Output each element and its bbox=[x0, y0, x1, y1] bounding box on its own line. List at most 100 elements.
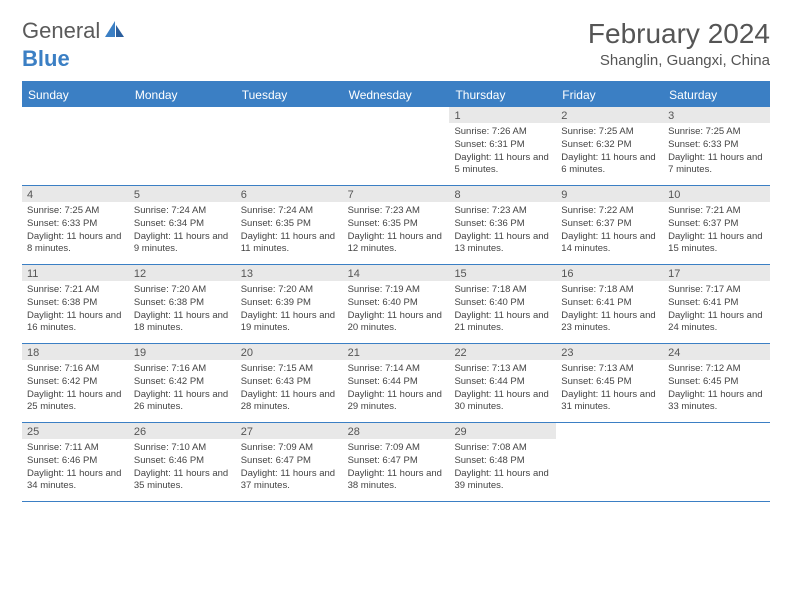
daylight-label: Daylight: 11 hours and 34 minutes. bbox=[27, 468, 124, 494]
weekday-label: Monday bbox=[129, 83, 236, 107]
sunset-label: Sunset: 6:46 PM bbox=[27, 455, 124, 468]
sunset-label: Sunset: 6:41 PM bbox=[561, 297, 658, 310]
day-cell: 11Sunrise: 7:21 AMSunset: 6:38 PMDayligh… bbox=[22, 265, 129, 343]
daylight-label: Daylight: 11 hours and 16 minutes. bbox=[27, 310, 124, 336]
day-info: Sunrise: 7:15 AMSunset: 6:43 PMDaylight:… bbox=[241, 363, 338, 414]
day-number: 24 bbox=[663, 344, 770, 360]
weekday-header: Sunday Monday Tuesday Wednesday Thursday… bbox=[22, 83, 770, 107]
daylight-label: Daylight: 11 hours and 33 minutes. bbox=[668, 389, 765, 415]
daylight-label: Daylight: 11 hours and 12 minutes. bbox=[348, 231, 445, 257]
day-info: Sunrise: 7:12 AMSunset: 6:45 PMDaylight:… bbox=[668, 363, 765, 414]
day-number: 21 bbox=[343, 344, 450, 360]
sunrise-label: Sunrise: 7:15 AM bbox=[241, 363, 338, 376]
day-number: 9 bbox=[556, 186, 663, 202]
sunrise-label: Sunrise: 7:25 AM bbox=[27, 205, 124, 218]
day-number: 18 bbox=[22, 344, 129, 360]
day-number bbox=[22, 107, 129, 123]
day-cell: 26Sunrise: 7:10 AMSunset: 6:46 PMDayligh… bbox=[129, 423, 236, 501]
sunrise-label: Sunrise: 7:16 AM bbox=[27, 363, 124, 376]
sunset-label: Sunset: 6:37 PM bbox=[561, 218, 658, 231]
weekday-label: Wednesday bbox=[343, 83, 450, 107]
sunrise-label: Sunrise: 7:20 AM bbox=[241, 284, 338, 297]
day-number: 1 bbox=[449, 107, 556, 123]
sunrise-label: Sunrise: 7:19 AM bbox=[348, 284, 445, 297]
day-cell: 24 Sunrise: 7:12 AMSunset: 6:45 PMDayligh… bbox=[663, 344, 770, 422]
day-cell: 15Sunrise: 7:18 AMSunset: 6:40 PMDayligh… bbox=[449, 265, 556, 343]
day-cell: 10Sunrise: 7:21 AMSunset: 6:37 PMDayligh… bbox=[663, 186, 770, 264]
daylight-label: Daylight: 11 hours and 9 minutes. bbox=[134, 231, 231, 257]
daylight-label: Daylight: 11 hours and 24 minutes. bbox=[668, 310, 765, 336]
day-info: Sunrise: 7:24 AMSunset: 6:35 PMDaylight:… bbox=[241, 205, 338, 256]
sunset-label: Sunset: 6:45 PM bbox=[668, 376, 765, 389]
week-row: 1Sunrise: 7:26 AMSunset: 6:31 PMDaylight… bbox=[22, 107, 770, 186]
sunrise-label: Sunrise: 7:08 AM bbox=[454, 442, 551, 455]
header: General February 2024 Shanglin, Guangxi,… bbox=[22, 18, 770, 69]
sunrise-label: Sunrise: 7:23 AM bbox=[348, 205, 445, 218]
day-cell bbox=[129, 107, 236, 185]
day-cell: 4 Sunrise: 7:25 AMSunset: 6:33 PMDaylight… bbox=[22, 186, 129, 264]
sunrise-label: Sunrise: 7:13 AM bbox=[454, 363, 551, 376]
sunrise-label: Sunrise: 7:22 AM bbox=[561, 205, 658, 218]
day-cell: 12Sunrise: 7:20 AMSunset: 6:38 PMDayligh… bbox=[129, 265, 236, 343]
day-info: Sunrise: 7:13 AMSunset: 6:44 PMDaylight:… bbox=[454, 363, 551, 414]
sunrise-label: Sunrise: 7:16 AM bbox=[134, 363, 231, 376]
day-info: Sunrise: 7:25 AMSunset: 6:33 PMDaylight:… bbox=[27, 205, 124, 256]
day-number: 10 bbox=[663, 186, 770, 202]
sunset-label: Sunset: 6:34 PM bbox=[134, 218, 231, 231]
weekday-label: Thursday bbox=[449, 83, 556, 107]
daylight-label: Daylight: 11 hours and 15 minutes. bbox=[668, 231, 765, 257]
day-cell bbox=[22, 107, 129, 185]
daylight-label: Daylight: 11 hours and 25 minutes. bbox=[27, 389, 124, 415]
day-number bbox=[343, 107, 450, 123]
day-number: 15 bbox=[449, 265, 556, 281]
brand-logo: General bbox=[22, 18, 128, 44]
sunrise-label: Sunrise: 7:20 AM bbox=[134, 284, 231, 297]
day-cell bbox=[343, 107, 450, 185]
sunset-label: Sunset: 6:48 PM bbox=[454, 455, 551, 468]
day-info: Sunrise: 7:22 AMSunset: 6:37 PMDaylight:… bbox=[561, 205, 658, 256]
brand-part2: Blue bbox=[22, 46, 70, 71]
sunrise-label: Sunrise: 7:12 AM bbox=[668, 363, 765, 376]
day-cell: 14Sunrise: 7:19 AMSunset: 6:40 PMDayligh… bbox=[343, 265, 450, 343]
sunset-label: Sunset: 6:33 PM bbox=[668, 139, 765, 152]
daylight-label: Daylight: 11 hours and 14 minutes. bbox=[561, 231, 658, 257]
day-cell: 27Sunrise: 7:09 AMSunset: 6:47 PMDayligh… bbox=[236, 423, 343, 501]
sunrise-label: Sunrise: 7:26 AM bbox=[454, 126, 551, 139]
sail-icon bbox=[104, 19, 126, 39]
sunrise-label: Sunrise: 7:18 AM bbox=[561, 284, 658, 297]
day-number: 29 bbox=[449, 423, 556, 439]
sunrise-label: Sunrise: 7:13 AM bbox=[561, 363, 658, 376]
weekday-label: Friday bbox=[556, 83, 663, 107]
day-info: Sunrise: 7:09 AMSunset: 6:47 PMDaylight:… bbox=[241, 442, 338, 493]
day-info: Sunrise: 7:11 AMSunset: 6:46 PMDaylight:… bbox=[27, 442, 124, 493]
sunset-label: Sunset: 6:44 PM bbox=[348, 376, 445, 389]
month-title: February 2024 bbox=[588, 18, 770, 50]
day-cell: 21Sunrise: 7:14 AMSunset: 6:44 PMDayligh… bbox=[343, 344, 450, 422]
day-number: 20 bbox=[236, 344, 343, 360]
daylight-label: Daylight: 11 hours and 8 minutes. bbox=[27, 231, 124, 257]
daylight-label: Daylight: 11 hours and 18 minutes. bbox=[134, 310, 231, 336]
day-cell: 23Sunrise: 7:13 AMSunset: 6:45 PMDayligh… bbox=[556, 344, 663, 422]
day-number: 4 bbox=[22, 186, 129, 202]
sunrise-label: Sunrise: 7:09 AM bbox=[348, 442, 445, 455]
day-info: Sunrise: 7:13 AMSunset: 6:45 PMDaylight:… bbox=[561, 363, 658, 414]
sunrise-label: Sunrise: 7:17 AM bbox=[668, 284, 765, 297]
day-cell: 7Sunrise: 7:23 AMSunset: 6:35 PMDaylight… bbox=[343, 186, 450, 264]
sunset-label: Sunset: 6:47 PM bbox=[241, 455, 338, 468]
day-info: Sunrise: 7:18 AMSunset: 6:41 PMDaylight:… bbox=[561, 284, 658, 335]
day-number bbox=[236, 107, 343, 123]
sunrise-label: Sunrise: 7:21 AM bbox=[27, 284, 124, 297]
sunset-label: Sunset: 6:32 PM bbox=[561, 139, 658, 152]
sunset-label: Sunset: 6:37 PM bbox=[668, 218, 765, 231]
day-info: Sunrise: 7:21 AMSunset: 6:38 PMDaylight:… bbox=[27, 284, 124, 335]
sunrise-label: Sunrise: 7:24 AM bbox=[134, 205, 231, 218]
day-number: 26 bbox=[129, 423, 236, 439]
day-info: Sunrise: 7:16 AMSunset: 6:42 PMDaylight:… bbox=[134, 363, 231, 414]
day-number: 17 bbox=[663, 265, 770, 281]
sunset-label: Sunset: 6:47 PM bbox=[348, 455, 445, 468]
day-info: Sunrise: 7:24 AMSunset: 6:34 PMDaylight:… bbox=[134, 205, 231, 256]
day-number: 2 bbox=[556, 107, 663, 123]
day-info: Sunrise: 7:20 AMSunset: 6:39 PMDaylight:… bbox=[241, 284, 338, 335]
day-cell: 8Sunrise: 7:23 AMSunset: 6:36 PMDaylight… bbox=[449, 186, 556, 264]
day-cell: 20 Sunrise: 7:15 AMSunset: 6:43 PMDayligh… bbox=[236, 344, 343, 422]
